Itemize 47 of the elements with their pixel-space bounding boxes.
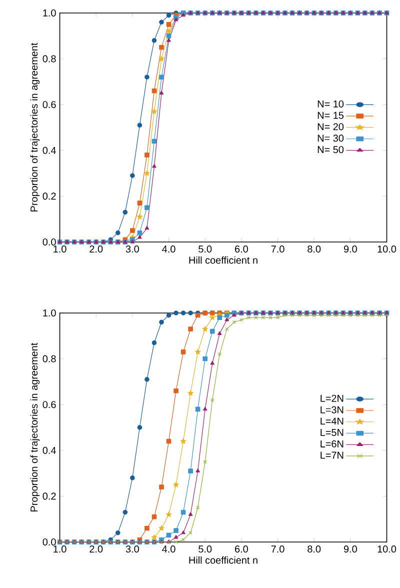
x-tick-label: 6.0 (235, 546, 248, 553)
y-tick-label: 0.4 (42, 146, 56, 154)
x-tick-label: 5.0 (198, 246, 212, 253)
x-tick-label: 6.0 (235, 246, 248, 253)
y-tick-label: 0.8 (42, 55, 56, 62)
x-axis-title: Hill coefficient n (189, 556, 258, 564)
x-tick-label: 3.0 (126, 546, 140, 553)
y-axis-title: Proportion of trajectories in agreement (30, 42, 40, 212)
x-tick-label: 9.0 (344, 246, 358, 253)
y-tick-label: 0.2 (42, 492, 56, 500)
x-tick-label: 1.0 (54, 546, 66, 553)
y-tick-label: 0.8 (42, 355, 56, 362)
y-tick-label: 0.2 (42, 192, 56, 200)
x-tick-label: 8.0 (308, 246, 321, 253)
legend-label: L=4N (320, 418, 344, 425)
y-tick-label: 0.6 (42, 401, 56, 408)
legend-label: L=2N (320, 394, 344, 402)
x-tick-label: 4.0 (162, 546, 176, 553)
x-tick-label: 9.0 (344, 546, 358, 553)
x-tick-label: 4.0 (162, 246, 176, 253)
x-axis-title: Hill coefficient n (189, 256, 258, 264)
y-tick-label: 1.0 (43, 9, 56, 17)
y-tick-label: 1.0 (43, 309, 56, 317)
x-tick-label: 2.0 (90, 546, 103, 553)
legend-label: N= 10 (318, 100, 344, 108)
x-tick-label: 7.0 (271, 546, 284, 553)
legend-label: N= 50 (318, 146, 344, 154)
legend-label: L=3N (320, 406, 344, 414)
x-tick-label: 5.0 (198, 546, 212, 553)
y-tick-label: 0.4 (42, 446, 56, 454)
legend-label: L=5N (320, 429, 344, 436)
x-tick-label: 10.0 (378, 246, 396, 253)
x-tick-label: 2.0 (90, 246, 103, 253)
legend-label: L=7N (320, 452, 344, 459)
y-axis-title: Proportion of trajectories in agreement (30, 342, 40, 512)
x-tick-label: 3.0 (126, 246, 140, 253)
y-tick-label: 0.6 (42, 101, 56, 108)
y-tick-label: 0.0 (42, 238, 56, 246)
legend-label: L=6N (320, 440, 344, 448)
legend-label: N= 15 (318, 112, 344, 119)
x-tick-label: 1.0 (54, 246, 66, 253)
x-tick-label: 8.0 (308, 546, 321, 553)
legend-label: N= 20 (318, 123, 344, 130)
legend-label: N= 30 (318, 134, 344, 142)
x-tick-label: 10.0 (378, 546, 396, 553)
x-tick-label: 7.0 (271, 246, 284, 253)
y-tick-label: 0.0 (42, 538, 56, 546)
